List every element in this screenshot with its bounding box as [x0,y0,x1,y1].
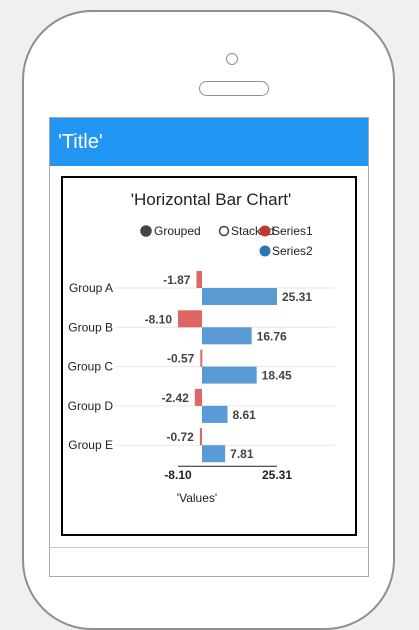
category-label-group-e: Group E [68,438,113,452]
x-tick-max: 25.31 [262,468,292,482]
chart-container: 'Horizontal Bar Chart' Grouped Stacked S… [61,176,357,536]
bar-series2-group-a [202,288,277,305]
x-axis-label: 'Values' [177,491,217,505]
bar-series2-group-b [202,327,252,345]
bars: -1.87 25.31 -8.10 16.76 -0.57 18.45 -2.42 8.61 -… [145,271,312,463]
bar-series1-group-a [196,271,203,288]
app-title-bar: 'Title' [50,118,368,166]
horizontal-bar-chart: 'Horizontal Bar Chart' Grouped Stacked S… [68,190,335,505]
legend-series2[interactable]: Series2 [259,244,314,258]
category-labels: Group A Group B Group C Group D Group E [68,281,114,452]
grouped-radio[interactable]: Grouped [140,224,201,238]
bar-series2-group-e [202,445,226,463]
category-label-group-c: Group C [68,360,114,374]
data-label-series1-group-c: -0.57 [167,352,195,366]
category-label-group-a: Group A [69,281,113,295]
legend-series1[interactable]: Series1 [259,224,314,238]
data-label-series2-group-b: 16.76 [257,329,287,343]
series2-legend-icon [259,245,271,257]
bottom-divider [50,547,368,548]
legend-series1-label: Series1 [272,224,313,238]
bar-series2-group-d [202,405,228,423]
data-label-series2-group-e: 7.81 [230,447,254,461]
data-label-series1-group-d: -2.42 [161,391,189,405]
bar-series1-group-d [194,388,203,406]
bar-series2-group-c [202,366,257,384]
grouped-radio-icon [140,225,152,237]
series1-legend-icon [259,225,271,237]
grouped-label: Grouped [154,224,201,238]
bar-series1-group-b [178,310,203,328]
app-title: 'Title' [58,131,103,153]
chart-title: 'Horizontal Bar Chart' [131,190,292,209]
x-tick-min: -8.10 [164,468,192,482]
camera-icon [226,53,238,65]
data-label-series1-group-a: -1.87 [163,273,191,287]
app-screen: 'Title' 'Horizontal Bar Chart' Grouped S… [49,117,369,577]
category-label-group-d: Group D [68,399,114,413]
x-axis: -8.10 25.31 [164,465,292,482]
data-label-series2-group-d: 8.61 [233,408,257,422]
legend-series2-label: Series2 [272,244,313,258]
data-label-series1-group-b: -8.10 [145,312,173,326]
stacked-radio-icon [218,225,230,237]
bar-series1-group-c [200,349,203,367]
data-label-series2-group-a: 25.31 [282,290,312,304]
bar-series1-group-e [199,428,203,446]
data-label-series1-group-e: -0.72 [167,430,195,444]
data-label-series2-group-c: 18.45 [262,369,292,383]
category-label-group-b: Group B [68,320,113,334]
speaker-icon [199,81,269,96]
